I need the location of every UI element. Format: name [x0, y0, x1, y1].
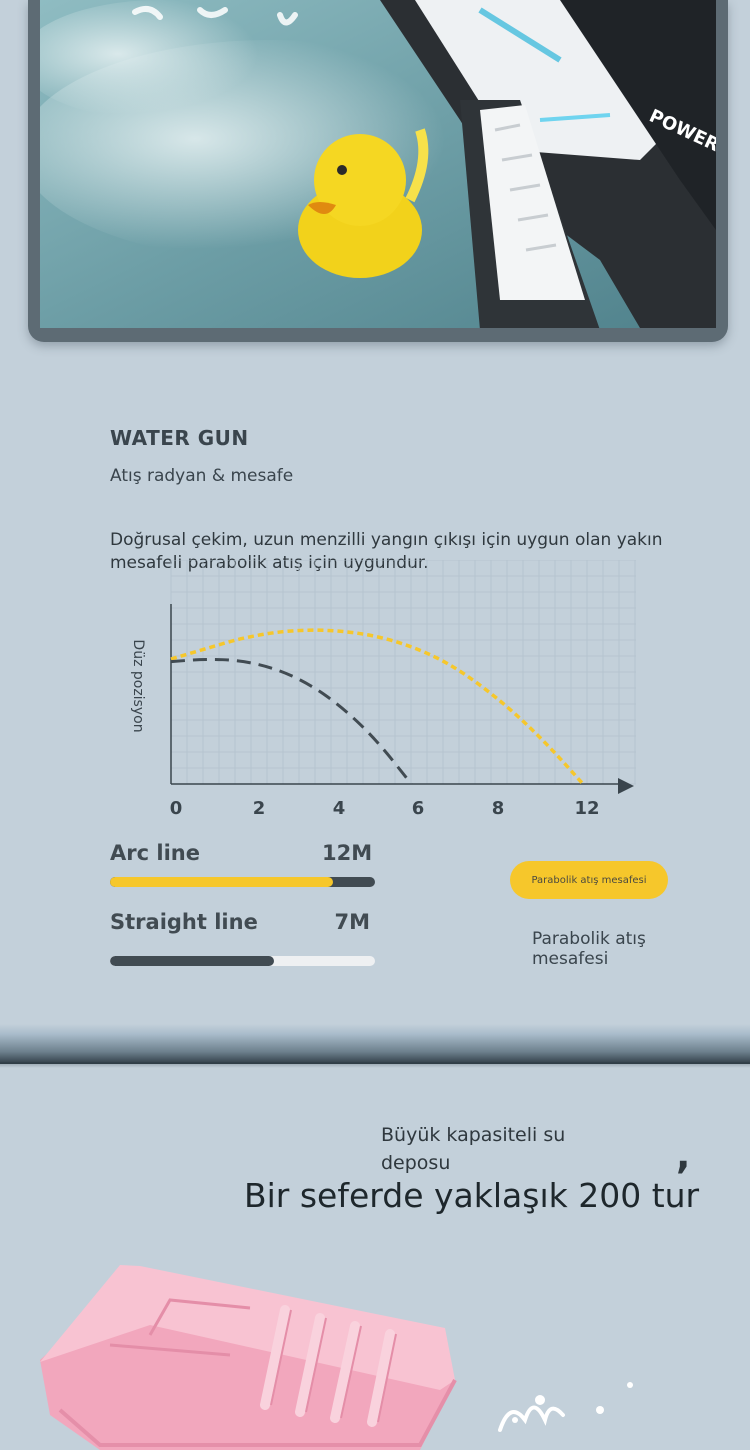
chart-x-tick-label: 12 [574, 798, 600, 819]
chart-x-tick-label: 8 [491, 798, 505, 819]
chart-x-axis-arrow [618, 778, 634, 794]
section-divider-shadow [0, 1062, 750, 1068]
capacity-subtitle: Büyük kapasiteli su deposu [381, 1124, 566, 1174]
chart-x-tick-label: 0 [169, 798, 183, 819]
chart-series-arc [170, 628, 585, 786]
straight-line-label: Straight line [110, 910, 258, 934]
water-tank-icon [40, 1265, 457, 1450]
arc-line-bar [110, 877, 375, 887]
hero-photo: POWER [40, 0, 716, 328]
water-gun-body: POWER [380, 0, 716, 328]
parabolic-distance-legend: Parabolik atış mesafesi [532, 929, 646, 969]
arc-line-label: Arc line [110, 841, 200, 865]
water-gun-illustration: POWER [40, 0, 716, 328]
straight-line-bar [110, 956, 375, 966]
range-chart [170, 560, 636, 794]
capacity-headline: Bir seferde yaklaşık 200 tur [244, 1176, 700, 1215]
section-divider [0, 1024, 750, 1064]
section-title: WATER GUN [110, 426, 249, 450]
chart-y-axis-label: Düz pozisyon [130, 639, 146, 733]
chart-x-tick-label: 6 [411, 798, 425, 819]
arc-line-bar-fill [110, 877, 333, 887]
chart-series-straight [170, 657, 413, 785]
water-tank-illustration [40, 1265, 633, 1450]
straight-line-value: 7M [334, 910, 370, 934]
section-subtitle: Atış radyan & mesafe [110, 466, 294, 486]
chart-x-tick-label: 2 [252, 798, 266, 819]
chart-x-tick-label: 4 [332, 798, 346, 819]
capacity-comma: , [676, 1133, 691, 1177]
water-splash-icon [498, 1382, 633, 1432]
straight-line-bar-fill [110, 956, 275, 966]
section-description: Doğrusal çekim, uzun menzilli yangın çık… [110, 530, 663, 573]
parabolic-distance-pill: Parabolik atış mesafesi [510, 861, 668, 899]
arc-line-value: 12M [322, 841, 373, 865]
rubber-duck-icon [298, 128, 429, 278]
